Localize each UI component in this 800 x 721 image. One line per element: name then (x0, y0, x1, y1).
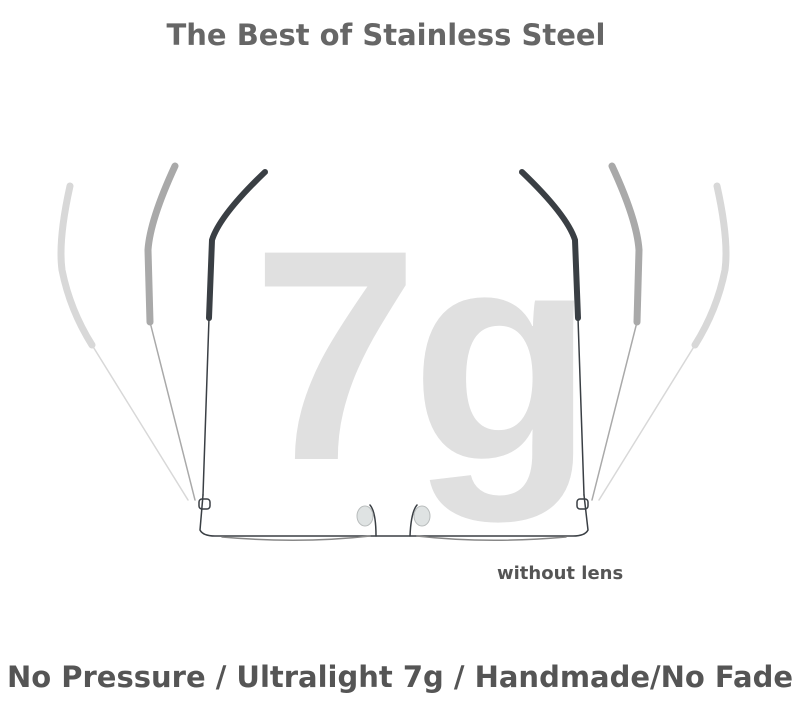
frame-front (198, 494, 589, 542)
without-lens-caption: without lens (497, 563, 624, 584)
temple-dark-left (202, 169, 268, 496)
temple-light-right (598, 182, 730, 501)
weight-watermark: 7g (252, 187, 594, 523)
temple-dark-right (519, 169, 585, 496)
temple-light-left (57, 182, 189, 501)
headline: The Best of Stainless Steel (166, 18, 606, 52)
nose-pads (356, 505, 431, 527)
feature-tagline: No Pressure / Ultralight 7g / Handmade/N… (6, 660, 794, 694)
temple-mid-right (591, 162, 643, 501)
temple-mid-left (144, 162, 196, 501)
